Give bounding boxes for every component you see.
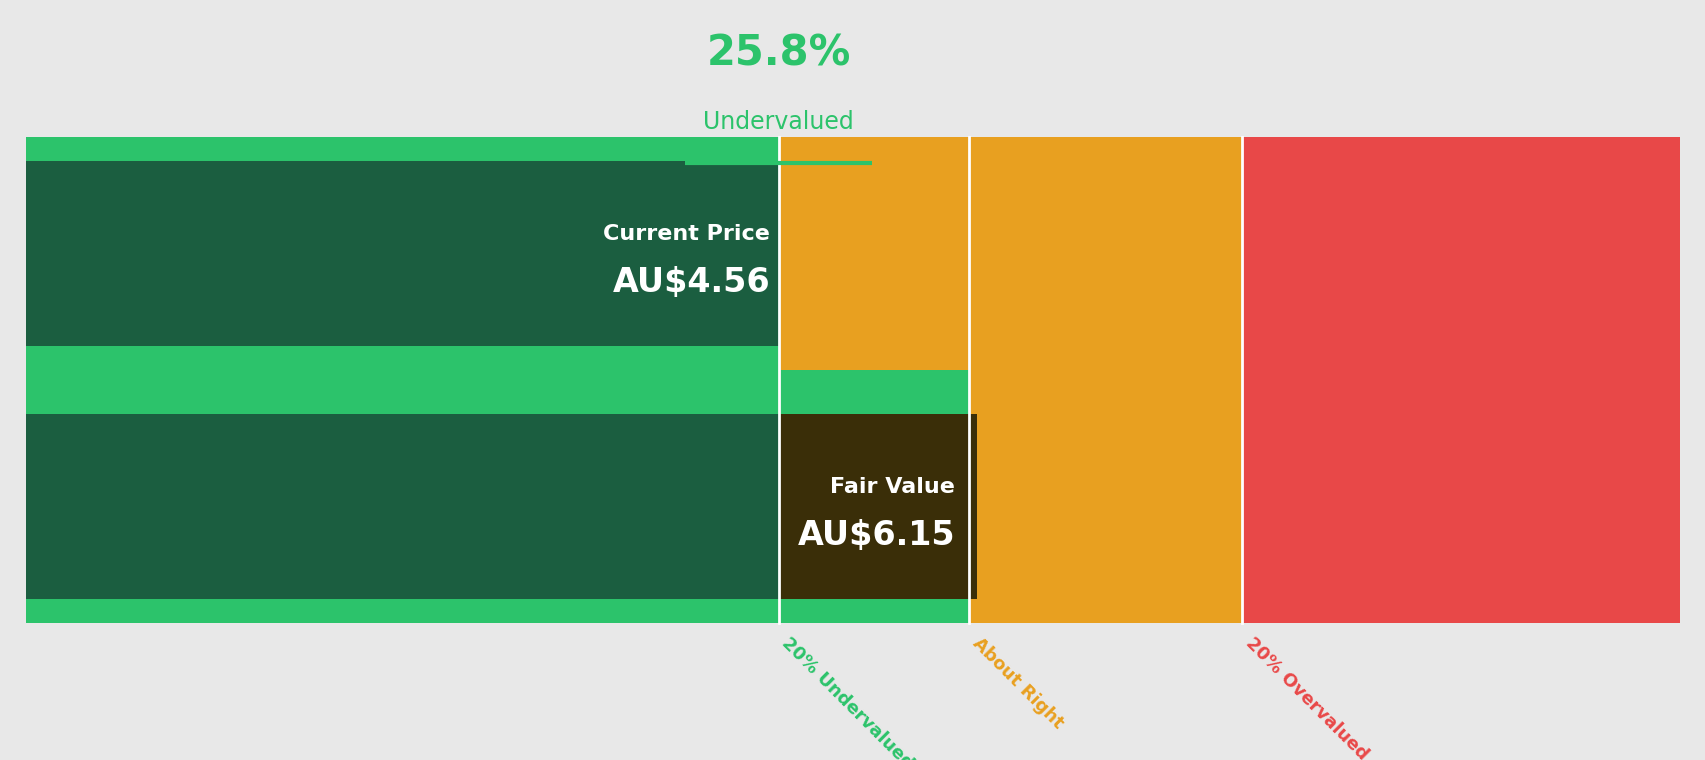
Text: Current Price: Current Price <box>604 224 769 244</box>
Bar <box>26 414 968 599</box>
Bar <box>26 161 777 346</box>
Text: AU$6.15: AU$6.15 <box>798 519 955 553</box>
Text: 25.8%: 25.8% <box>706 32 851 74</box>
Bar <box>26 137 777 623</box>
Bar <box>777 137 968 623</box>
Bar <box>26 346 777 370</box>
Bar <box>1241 137 1679 623</box>
Bar <box>26 370 968 390</box>
Bar <box>26 599 968 623</box>
Text: 20% Overvalued: 20% Overvalued <box>1241 635 1371 760</box>
Bar <box>26 390 968 414</box>
Bar <box>968 137 1241 623</box>
Text: Undervalued: Undervalued <box>702 109 854 134</box>
Bar <box>777 414 968 599</box>
Bar <box>26 137 777 161</box>
Text: 20% Undervalued: 20% Undervalued <box>777 635 917 760</box>
Text: Fair Value: Fair Value <box>830 477 955 497</box>
Bar <box>777 414 977 599</box>
Text: About Right: About Right <box>968 635 1066 733</box>
Text: AU$4.56: AU$4.56 <box>612 266 769 299</box>
